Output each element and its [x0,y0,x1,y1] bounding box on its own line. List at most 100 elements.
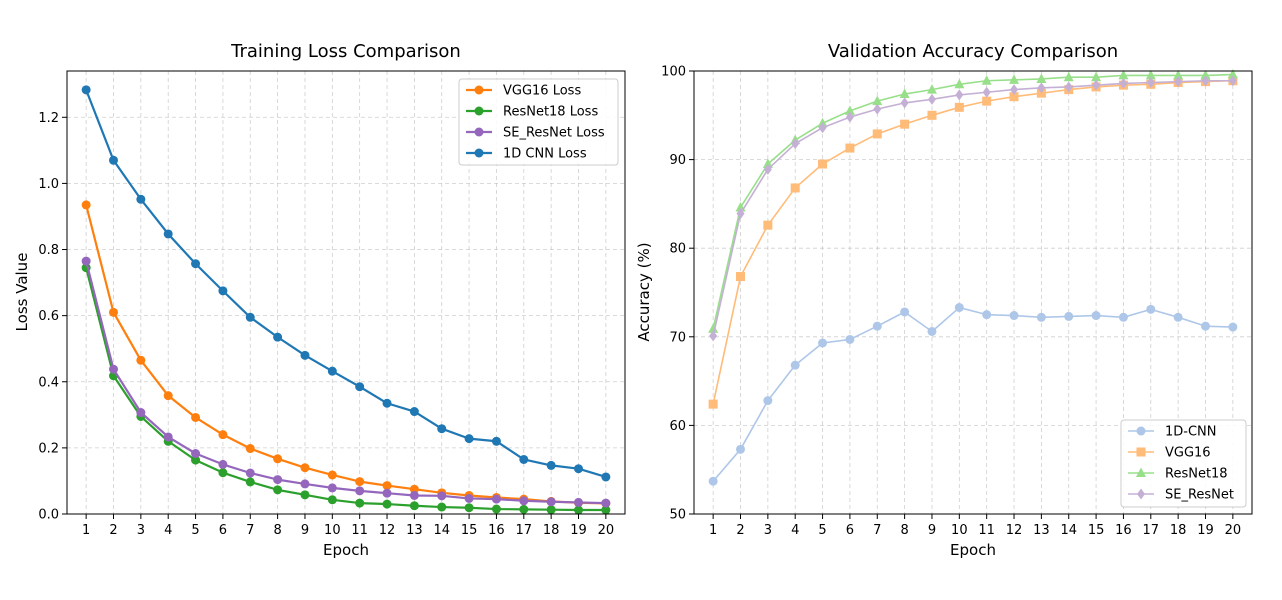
data-point [1036,312,1046,322]
data-point [926,84,937,94]
data-point [1173,69,1184,80]
series-line-vgg16-loss [85,204,606,505]
data-point [900,307,910,317]
legend-swatch-marker [1136,467,1146,477]
x-tick-label: 14 [433,523,450,538]
legend-label: VGG16 Loss [503,84,581,99]
x-tick-label: 18 [1170,523,1187,538]
data-point [464,434,474,444]
chart-title: Validation Accuracy Comparison [828,41,1118,62]
legend-box [1120,419,1247,508]
data-point [982,86,991,98]
y-axis-label: Accuracy (%) [635,242,653,341]
x-tick-label: 16 [1115,523,1132,538]
data-point [245,468,255,478]
data-point [191,412,201,422]
legend-item: ResNet18 Loss [466,105,598,120]
data-point [1228,322,1238,332]
x-tick-label: 4 [791,523,799,538]
data-point [1009,92,1019,102]
legend-box [458,78,619,166]
data-point [163,391,173,401]
data-point [574,464,583,474]
data-point [1228,75,1237,87]
series-layer [81,85,611,515]
data-point [1174,76,1183,88]
y-axis-label: Loss Value [13,253,31,332]
data-point [900,97,909,109]
data-point [1009,74,1020,84]
x-tick-label: 10 [324,523,341,538]
data-point [818,338,828,348]
series-line-1d-cnn [712,306,1233,482]
data-point [300,490,310,500]
data-point [1227,69,1238,79]
data-point [163,229,173,239]
plot-frame [66,70,626,515]
legend: 1D-CNN VGG16 ResNet18 SE_ResNet [1120,419,1247,508]
legend-item: VGG16 Loss [466,84,581,99]
data-point [491,494,501,504]
data-point [872,95,883,106]
y-tick-label: 90 [669,153,686,168]
data-point [382,398,392,408]
legend-swatch-marker [474,85,484,95]
x-tick-label: 16 [488,523,505,538]
x-tick-label: 9 [928,523,936,538]
legend-label: ResNet18 Loss [503,105,598,120]
data-point [763,220,773,230]
data-point [791,138,800,150]
x-tick-label: 18 [543,523,560,538]
data-point [546,497,556,507]
data-point [245,312,255,322]
data-point [437,502,447,512]
data-point [464,493,474,503]
data-point [1091,311,1101,321]
x-tick-label: 11 [351,523,368,538]
data-point [327,366,337,376]
y-tick-label: 0.8 [38,243,59,258]
data-point [1173,312,1183,322]
data-point [845,143,855,153]
x-tick-label: 15 [461,523,478,538]
series-line-vgg16 [712,79,1233,405]
data-point [601,505,611,515]
data-point [437,424,447,434]
x-tick-label: 20 [598,523,615,538]
data-point [982,310,992,320]
data-point [519,496,529,506]
legend-swatch-marker [1136,447,1146,457]
data-point [81,200,91,210]
data-point [218,286,228,296]
x-tick-label: 1 [82,523,90,538]
data-point [900,119,910,129]
data-point [708,323,719,333]
data-point [464,503,474,513]
data-point [574,497,583,507]
data-point [1010,84,1019,96]
y-tick-label: 0.2 [38,441,59,456]
x-tick-label: 9 [301,523,309,538]
data-point [191,449,201,459]
data-point [927,110,937,120]
x-tick-label: 6 [846,523,854,538]
data-point [1036,73,1047,83]
data-point [382,481,392,491]
x-tick-label: 13 [406,523,423,538]
x-tick-label: 12 [1006,523,1023,538]
x-axis-label: Epoch [323,541,369,559]
y-tick-label: 1.0 [38,177,59,192]
legend-item: SE_ResNet Loss [466,126,605,141]
data-point [355,477,365,487]
data-point [81,256,91,266]
data-point [1118,312,1128,322]
data-point [927,93,936,105]
data-point [546,460,556,470]
series-line-se-resnet [712,79,1233,337]
y-tick-label: 60 [669,419,686,434]
data-point [273,475,283,485]
series-line-1d-cnn-loss [85,89,607,479]
axes: 1 2 3 4 5 6 7 8 9 10 11 12 13 14 15 16 17 18 19 200.00.20.4… [38,70,626,538]
data-point [218,459,228,469]
data-point [1091,71,1102,82]
